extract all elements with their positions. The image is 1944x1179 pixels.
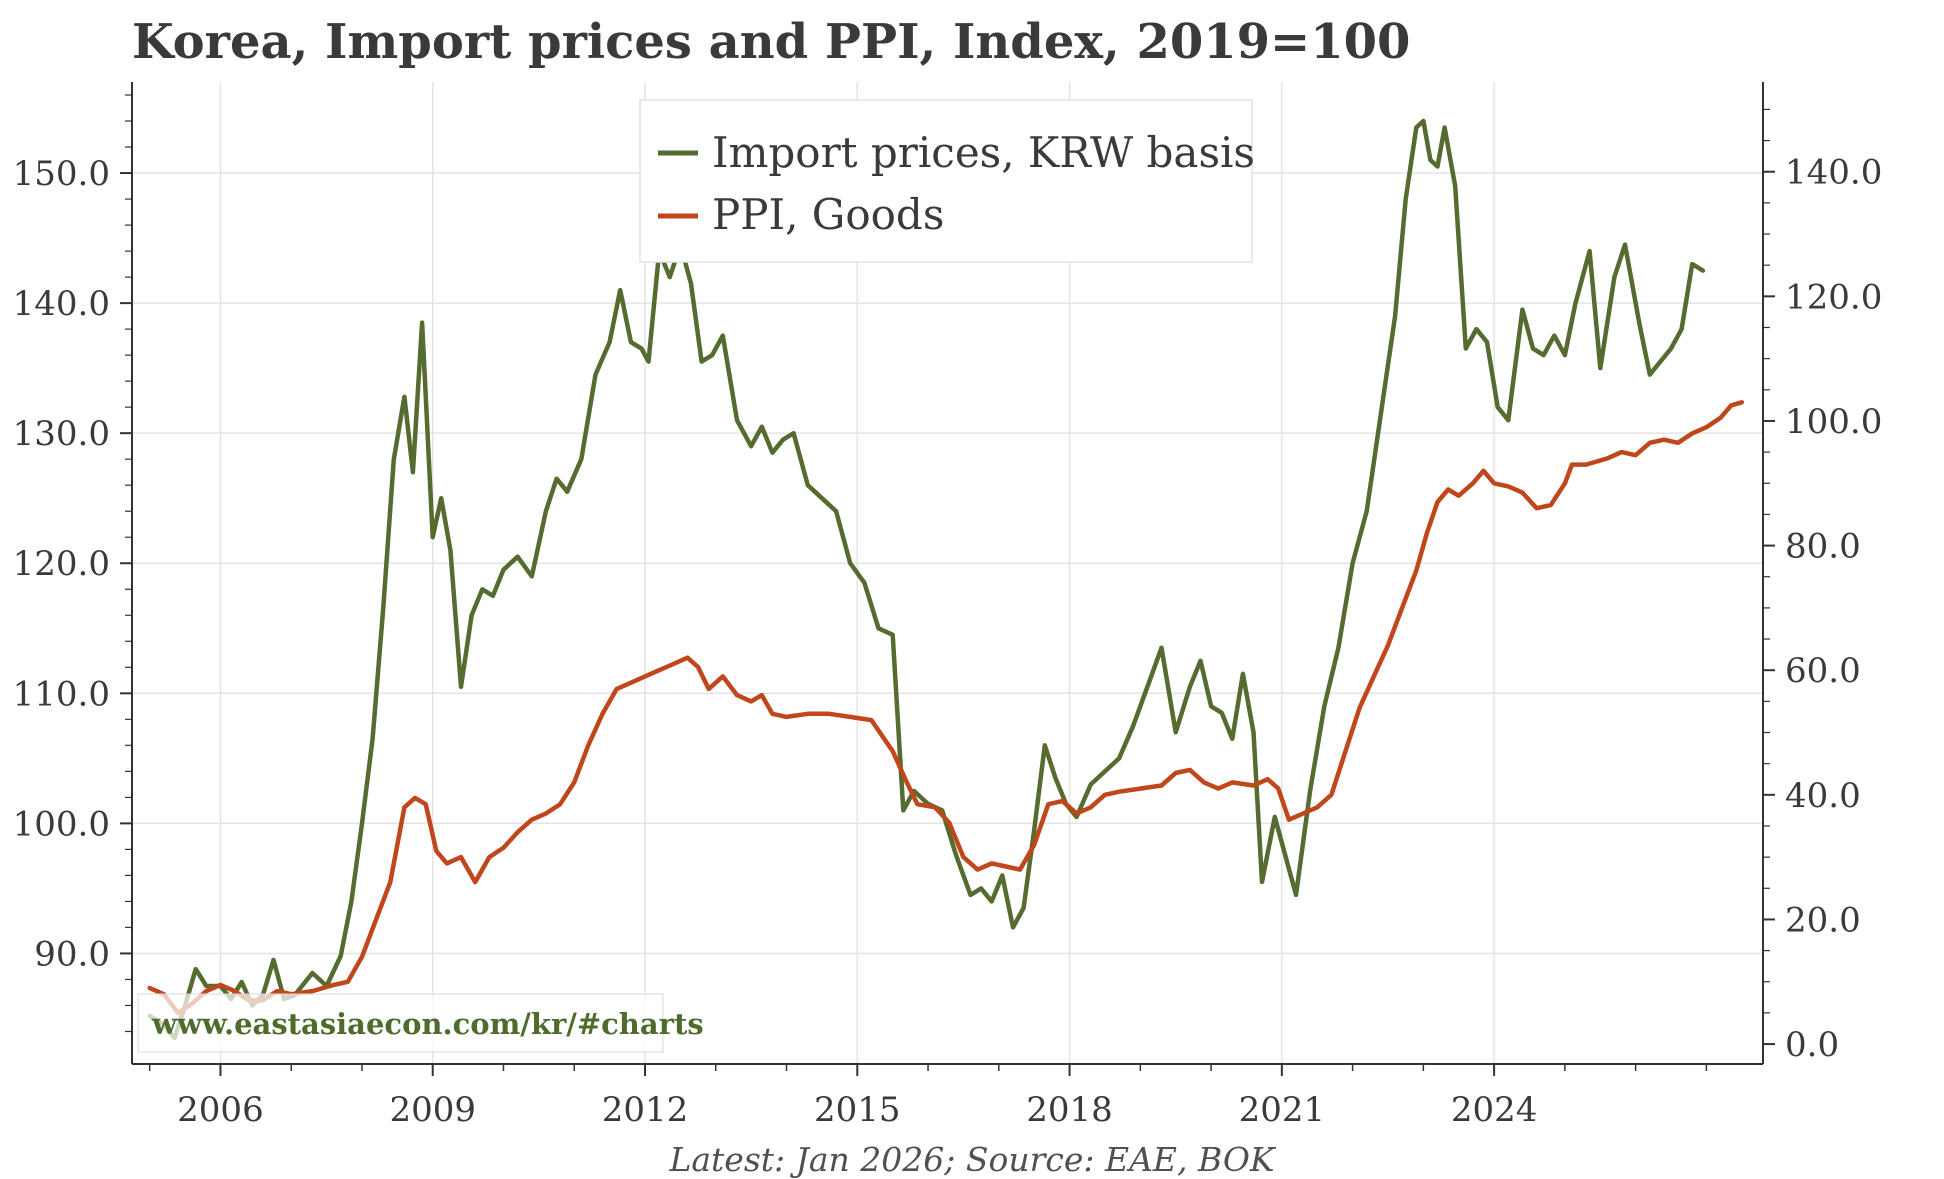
series-layer — [147, 118, 1745, 1041]
left-tick-label: 100.0 — [13, 804, 110, 844]
right-tick-label: 0.0 — [1785, 1025, 1839, 1065]
source-note: Latest: Jan 2026; Source: EAE, BOK — [669, 1140, 1275, 1179]
x-tick-label: 2012 — [602, 1090, 689, 1130]
x-tick-label: 2021 — [1239, 1090, 1326, 1130]
x-tick-label: 2024 — [1451, 1090, 1538, 1130]
left-tick-label: 150.0 — [13, 154, 110, 194]
legend: Import prices, KRW basis PPI, Goods — [639, 99, 1255, 263]
ppi-goods-line — [147, 400, 1745, 1016]
watermark-box — [137, 993, 664, 1053]
watermark-text: www.eastasiaecon.com/kr/#charts — [151, 1007, 704, 1041]
legend-label-ppi: PPI, Goods — [712, 190, 944, 239]
left-tick-label: 140.0 — [13, 284, 110, 324]
right-tick-label: 140.0 — [1785, 153, 1882, 193]
right-tick-label: 80.0 — [1785, 527, 1861, 567]
axes: 2006 2009 2012 2015 2018 2021 2024 90.0 100.0 110… — [13, 82, 1882, 1130]
right-tick-label: 60.0 — [1785, 651, 1861, 691]
right-tick-label: 120.0 — [1785, 277, 1882, 317]
right-tick-label: 20.0 — [1785, 900, 1861, 940]
x-tick-label: 2006 — [177, 1090, 264, 1130]
left-tick-label: 120.0 — [13, 544, 110, 584]
legend-label-import: Import prices, KRW basis — [712, 128, 1255, 177]
x-tick-label: 2015 — [814, 1090, 901, 1130]
left-tick-label: 110.0 — [13, 674, 110, 714]
x-tick-label: 2009 — [389, 1090, 476, 1130]
watermark: www.eastasiaecon.com/kr/#charts — [137, 993, 704, 1053]
left-tick-label: 130.0 — [13, 414, 110, 454]
chart-title: Korea, Import prices and PPI, Index, 201… — [132, 14, 1411, 70]
x-tick-label: 2018 — [1026, 1090, 1113, 1130]
right-tick-label: 100.0 — [1785, 402, 1882, 442]
legend-box — [639, 99, 1253, 263]
left-tick-label: 90.0 — [34, 934, 110, 974]
right-tick-label: 40.0 — [1785, 776, 1861, 816]
